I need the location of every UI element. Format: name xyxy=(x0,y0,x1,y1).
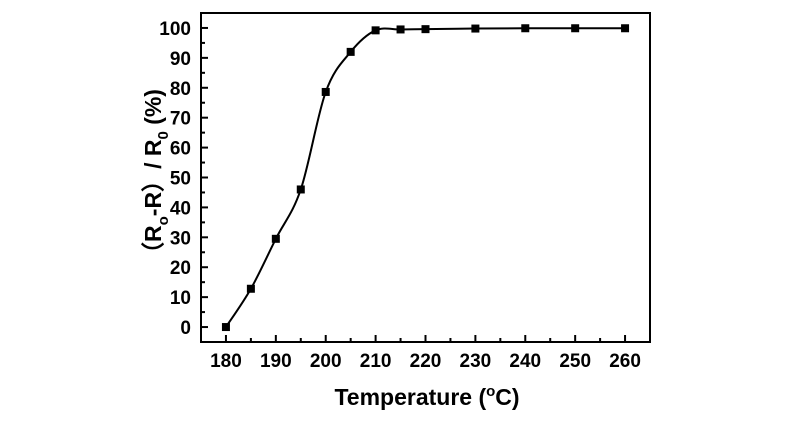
data-point xyxy=(321,87,330,96)
data-point xyxy=(396,25,405,34)
data-points xyxy=(221,24,630,332)
plot-frame xyxy=(200,12,651,343)
data-point xyxy=(421,25,430,34)
x-tick-label: 200 xyxy=(310,351,342,372)
y-tick-label: 30 xyxy=(170,228,191,249)
x-tick-label: 210 xyxy=(360,351,392,372)
data-point xyxy=(346,47,355,56)
y-tick-label: 60 xyxy=(170,139,191,160)
svg-text:（Ro-R）/ R0 (%): （Ro-R）/ R0 (%) xyxy=(140,89,172,265)
x-tick-label: 240 xyxy=(509,351,541,372)
x-tick-label: 230 xyxy=(460,351,492,372)
x-tick-label: 250 xyxy=(559,351,591,372)
y-tick-label: 20 xyxy=(170,258,191,279)
y-tick-label: 10 xyxy=(170,288,191,309)
y-tick-label: 50 xyxy=(170,169,191,190)
y-tick-label: 70 xyxy=(170,109,191,130)
y-tick-label: 40 xyxy=(170,198,191,219)
axis-ticks xyxy=(201,26,627,342)
data-point xyxy=(371,26,380,35)
x-axis-title: Temperature (oC) xyxy=(334,383,519,410)
y-tick-label: 0 xyxy=(180,318,191,339)
data-point xyxy=(621,24,630,33)
x-tick-label: 180 xyxy=(210,351,242,372)
data-point xyxy=(271,234,280,243)
y-tick-label: 90 xyxy=(170,49,191,70)
y-axis-title: （Ro-R）/ R0 (%) xyxy=(140,89,172,265)
x-tick-label: 220 xyxy=(410,351,442,372)
x-tick-label: 260 xyxy=(609,351,641,372)
data-point xyxy=(296,185,305,194)
data-point xyxy=(246,284,255,293)
data-point xyxy=(521,24,530,33)
data-point xyxy=(571,24,580,33)
y-tick-label: 80 xyxy=(170,79,191,100)
data-point xyxy=(221,323,230,332)
data-point xyxy=(471,24,480,33)
tick-labels: 180 190 200 210 220 230 240 250 260 0 10 20 30 40 50 60… xyxy=(159,19,641,372)
x-tick-label: 190 xyxy=(260,351,292,372)
fit-curve xyxy=(225,27,626,328)
y-tick-label: 100 xyxy=(159,19,191,40)
